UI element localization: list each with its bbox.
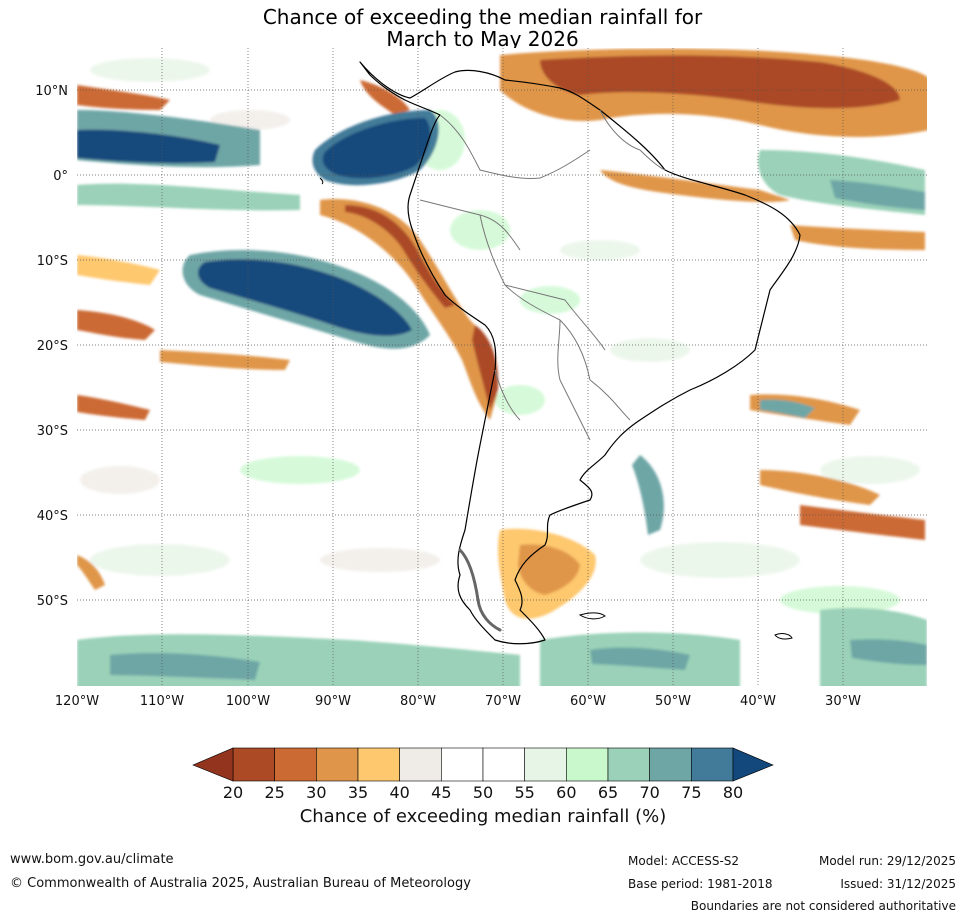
map-title-line-1: Chance of exceeding the median rainfall … xyxy=(262,5,703,29)
wet-core-southern-ocean-west xyxy=(110,652,260,680)
lat-label-30s: 30°S xyxy=(37,424,68,439)
colorbar-box xyxy=(649,747,692,782)
colorbar-tick-label: 65 xyxy=(598,783,618,802)
colorbar-box xyxy=(482,747,525,782)
colorbar-tick-label: 70 xyxy=(639,783,659,802)
lon-label-110w: 110°W xyxy=(140,694,184,709)
colorbar-under-arrow xyxy=(192,747,234,782)
very-dry-core-north xyxy=(540,55,900,109)
lon-label-60w: 60°W xyxy=(570,694,606,709)
map-plot-area xyxy=(77,48,927,686)
lon-label-30w: 30°W xyxy=(825,694,861,709)
lat-label-50s: 50°S xyxy=(37,594,68,609)
lat-label-40s: 40°S xyxy=(37,509,68,524)
dry-patch-south-atlantic-35s xyxy=(760,470,880,505)
very-dry-core-peru xyxy=(345,205,455,308)
lat-label-10n: 10°N xyxy=(35,84,68,99)
chilean-fjords xyxy=(458,548,502,632)
colorbar-box xyxy=(316,747,359,782)
colorbar-tick-label: 55 xyxy=(514,783,534,802)
very-wet-core-equatorial-pacific xyxy=(77,129,220,164)
colorbar-over-arrow xyxy=(732,747,774,782)
footer-website: www.bom.gov.au/climate xyxy=(10,852,174,867)
colorbar-tick-label: 25 xyxy=(264,783,284,802)
colorbar-tick-label: 80 xyxy=(723,783,743,802)
footer-model: Model: ACCESS-S2 xyxy=(628,854,740,868)
lat-label-10s: 10°S xyxy=(37,254,68,269)
colorbar-tick-labels: 20 25 30 35 40 45 50 55 60 65 70 75 80 xyxy=(223,783,743,802)
colorbar-box xyxy=(607,747,650,782)
colorbar-box xyxy=(691,747,734,782)
footer-model-run: Model run: 29/12/2025 xyxy=(818,854,956,868)
islands xyxy=(319,177,793,640)
dry-streak-pacific-22s xyxy=(160,350,290,370)
dry-patch-north-pacific xyxy=(77,85,170,110)
colorbar-tick-label: 60 xyxy=(556,783,576,802)
lon-label-120w: 120°W xyxy=(55,694,99,709)
colorbar-box xyxy=(399,747,442,782)
country-borders xyxy=(419,109,666,441)
dry-patch-pacific-46s xyxy=(77,555,105,590)
colorbar-box xyxy=(441,747,484,782)
colorbar-box xyxy=(566,747,609,782)
lon-label-70w: 70°W xyxy=(485,694,521,709)
very-wet-core-southeast-pacific xyxy=(198,259,412,336)
south-america-coastline xyxy=(359,61,801,645)
footer-disclaimer: Boundaries are not considered authoritat… xyxy=(690,899,956,913)
speckle-patches xyxy=(80,58,920,614)
colorbar-box xyxy=(357,747,400,782)
map-gridlines xyxy=(77,48,927,686)
wet-strip-uruguay-coast xyxy=(632,455,664,535)
colorbar-tick-label: 30 xyxy=(306,783,326,802)
very-wet-core-panama-bight xyxy=(322,118,431,179)
dry-band-equatorial-atlantic xyxy=(790,225,925,250)
wet-core-southern-ocean-central xyxy=(590,647,690,670)
colorbar-tick-label: 35 xyxy=(348,783,368,802)
footer-base-period: Base period: 1981-2018 xyxy=(628,877,773,891)
dry-patch-pacific-10s xyxy=(77,255,160,285)
colorbar-tick-label: 40 xyxy=(389,783,409,802)
colorbar-tick-label: 50 xyxy=(473,783,493,802)
footer-issued: Issued: 31/12/2025 xyxy=(840,877,956,891)
colorbar-boxes xyxy=(232,747,734,782)
colorbar-tick-label: 45 xyxy=(431,783,451,802)
dry-core-patagonia xyxy=(518,544,580,595)
lon-label-100w: 100°W xyxy=(226,694,270,709)
colorbar-tick-label: 20 xyxy=(223,783,243,802)
wet-core-southern-ocean-east xyxy=(850,639,927,665)
lon-label-50w: 50°W xyxy=(655,694,691,709)
dry-patch-pacific-30s xyxy=(77,395,150,420)
colorbar-tick-label: 75 xyxy=(681,783,701,802)
colorbar-box xyxy=(524,747,567,782)
lat-label-equator: 0° xyxy=(53,169,68,184)
wet-core-equatorial-atlantic xyxy=(830,180,925,210)
dry-patch-panama xyxy=(360,80,410,115)
wet-band-pacific-0s xyxy=(77,183,300,211)
colorbar-label: Chance of exceeding median rainfall (%) xyxy=(299,806,667,827)
lon-label-90w: 90°W xyxy=(315,694,351,709)
footer-copyright: © Commonwealth of Australia 2025, Austra… xyxy=(10,876,471,891)
lon-label-40w: 40°W xyxy=(740,694,776,709)
map-title-line-2: March to May 2026 xyxy=(386,27,579,51)
lon-label-80w: 80°W xyxy=(400,694,436,709)
colorbar-box xyxy=(274,747,317,782)
wet-patch-south-atlantic-27s xyxy=(760,399,815,418)
dry-patch-pacific-20s xyxy=(77,310,155,340)
colorbar-box xyxy=(232,747,275,782)
lat-label-20s: 20°S xyxy=(37,339,68,354)
dry-patch-south-atlantic-42s xyxy=(800,505,925,540)
